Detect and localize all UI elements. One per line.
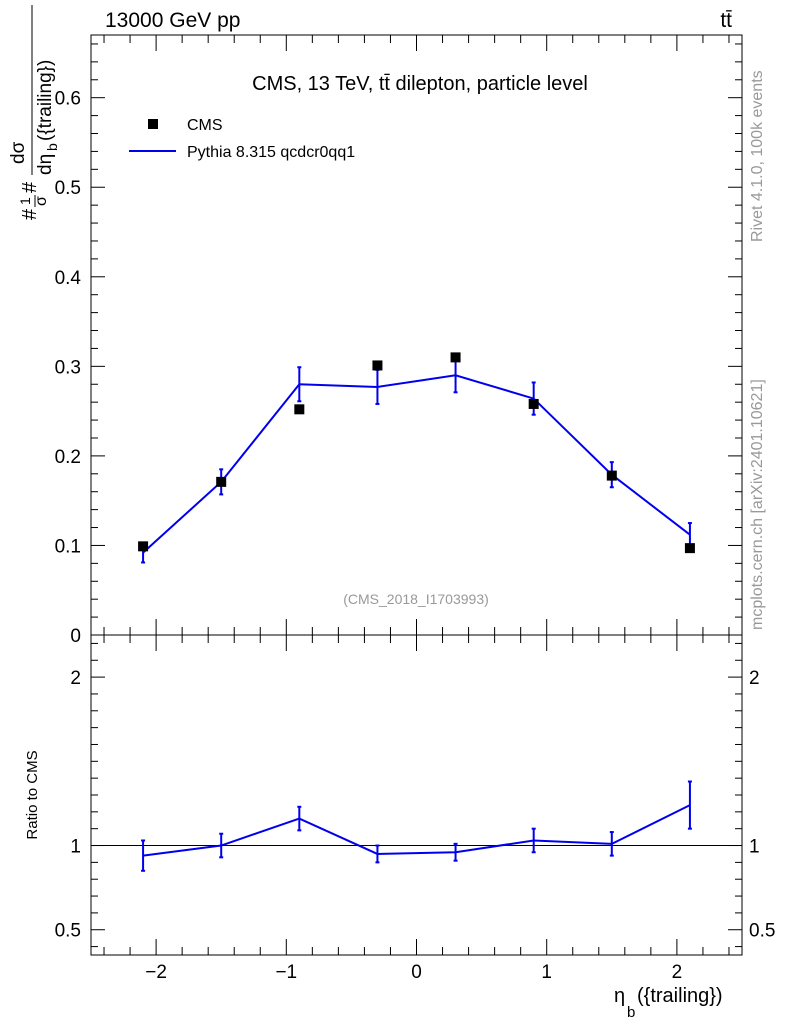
ratio-y-tick-label: 1 — [70, 837, 81, 858]
ratio-y-tick-label-right: 1 — [749, 837, 760, 858]
ratio-y-tick-label-right: 2 — [749, 668, 760, 689]
main-y-tick-label: 0 — [70, 626, 81, 647]
ylabel-suffix: ({trailing}) — [35, 60, 56, 141]
ratio-y-tick-label: 0.5 — [55, 921, 81, 942]
ylabel-frac-denominator: σ — [33, 196, 50, 206]
mc-series — [141, 357, 692, 564]
x-tick-label: 1 — [541, 962, 552, 983]
xlabel-eta: η — [614, 985, 625, 1007]
ylabel-mid: # — [19, 181, 41, 193]
legend: CMS Pythia 8.315 qcdcr0qq1 — [129, 117, 355, 161]
main-panel: 0.1 0.2 0.3 0.4 0.5 0.6 0 CMS, 13 TeV, tt̄ dil… — [55, 34, 743, 647]
ratio-y-tick-label: 2 — [70, 668, 81, 689]
ratio-axis-ticks — [91, 635, 742, 955]
cms-data-point — [606, 470, 617, 481]
cms-data-point — [216, 476, 227, 487]
x-tick-labels: −2 −1 0 1 2 — [145, 962, 682, 983]
legend-cms-label: CMS — [187, 117, 223, 134]
cms-data-point — [528, 398, 539, 409]
ratio-y-axis-label: Ratio to CMS — [24, 750, 41, 839]
cms-data-series — [138, 352, 695, 554]
cms-data-point — [684, 543, 695, 554]
x-tick-label: −2 — [145, 962, 167, 983]
svg-text:#: # — [19, 208, 41, 220]
x-tick-label: 2 — [672, 962, 683, 983]
mcplots-source-label: mcplots.cern.ch [arXiv:2401.10621] — [749, 379, 766, 630]
ratio-y-tick-labels: 0.5 0.5 1 1 2 2 — [55, 668, 776, 942]
ratio-frame — [90, 634, 743, 956]
analysis-watermark: (CMS_2018_I1703993) — [343, 591, 489, 607]
xlabel-subscript: b — [627, 1004, 635, 1021]
ratio-y-tick-label-right: 0.5 — [749, 921, 775, 942]
ylabel-denominator: dη — [35, 154, 56, 175]
cms-data-point — [372, 360, 383, 371]
process-label: tt̄ — [720, 9, 732, 32]
mc-line — [142, 374, 691, 554]
cms-data-point — [450, 352, 461, 363]
legend-cms-marker — [148, 119, 158, 129]
ratio-line — [142, 804, 691, 857]
xlabel-suffix: ({trailing}) — [637, 985, 723, 1007]
main-y-tick-label: 0.3 — [55, 357, 81, 378]
cms-data-point — [294, 404, 305, 415]
x-tick-label: 0 — [411, 962, 422, 983]
chart-title: CMS, 13 TeV, tt̄ dilepton, particle leve… — [252, 73, 588, 95]
main-y-tick-labels: 0.1 0.2 0.3 0.4 0.5 0.6 0 — [55, 89, 82, 647]
ratio-panel: 0.5 0.5 1 1 2 2 −2 −1 0 1 2 — [55, 634, 776, 983]
ylabel-prefix: # — [19, 208, 41, 220]
legend-mc-label: Pythia 8.315 qcdcr0qq1 — [187, 144, 355, 161]
x-axis-label: η b ({trailing}) — [614, 985, 723, 1021]
rivet-version-label: Rivet 4.1.0, 100k events — [749, 70, 766, 242]
ylabel-subscript: b — [44, 143, 60, 151]
main-y-tick-label: 0.5 — [55, 178, 81, 199]
main-y-tick-label: 0.2 — [55, 447, 81, 468]
ylabel-numerator: dσ — [8, 141, 29, 164]
main-y-tick-label: 0.4 — [55, 268, 82, 289]
main-axis-ticks — [91, 35, 742, 636]
main-y-axis-label: # 1 σ # dσ dη b ({trailing}) — [8, 5, 60, 220]
main-y-tick-label: 0.1 — [55, 536, 81, 557]
ratio-series — [141, 780, 692, 872]
energy-label: 13000 GeV pp — [105, 9, 240, 32]
ylabel-frac-numerator: 1 — [17, 197, 33, 205]
cms-data-point — [138, 541, 149, 552]
x-tick-label: −1 — [275, 962, 297, 983]
main-y-tick-label: 0.6 — [55, 89, 81, 110]
